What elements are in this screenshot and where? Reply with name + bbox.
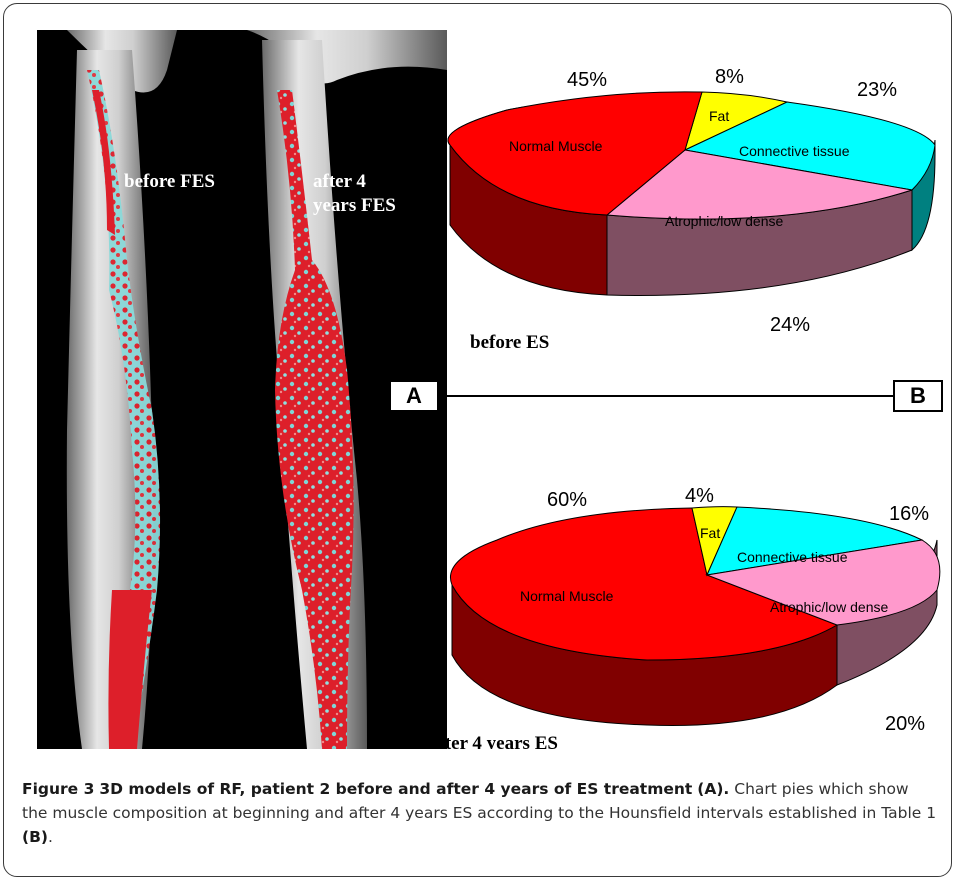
pie-before-slice-connective-tissue bbox=[683, 101, 936, 191]
pie-before-pct-connective: 23% bbox=[857, 79, 897, 101]
pie-after-label-connective: Connective tissue bbox=[737, 549, 848, 565]
figure-caption: Figure 3 3D models of RF, patient 2 befo… bbox=[22, 777, 937, 849]
pie-chart-after: Normal Muscle Fat Connective tissue Atro… bbox=[429, 485, 941, 754]
caption-end: . bbox=[47, 828, 53, 846]
caption-body-ref: (B) bbox=[22, 828, 48, 846]
pie-after-slice-normal-muscle bbox=[450, 507, 839, 661]
muscle-3d-render bbox=[66, 30, 447, 749]
pie-after-label-normal-muscle: Normal Muscle bbox=[520, 588, 614, 604]
pie-before-pct-normal-muscle: 45% bbox=[567, 69, 607, 91]
pie-before-slice-fat bbox=[684, 91, 789, 151]
muscle-before bbox=[87, 70, 161, 749]
panel-a-3d-models: before FES after 4 years FES bbox=[37, 30, 447, 749]
pie-after-pct-atrophic: 20% bbox=[885, 713, 925, 735]
caption-figure-label: Figure 3 bbox=[22, 780, 95, 798]
pie-after-pct-fat: 4% bbox=[685, 485, 714, 507]
label-after-fes: after 4 years FES bbox=[313, 171, 396, 216]
pie-after-title: after 4 years ES bbox=[447, 733, 558, 749]
pie-before-label-atrophic: Atrophic/low dense bbox=[665, 213, 784, 229]
pie-before-pct-atrophic: 24% bbox=[770, 314, 810, 336]
muscle-after bbox=[275, 90, 354, 749]
panel-b-pie-charts: Normal Muscle Fat Connective tissue Atro… bbox=[429, 30, 947, 754]
pie-before-label-fat: Fat bbox=[709, 108, 729, 124]
pie-chart-before: Normal Muscle Fat Connective tissue Atro… bbox=[447, 66, 936, 353]
pie-after-slice-atrophic bbox=[705, 539, 941, 626]
bone-left-shaft bbox=[66, 50, 154, 749]
pie-after-slice-connective-tissue bbox=[706, 506, 924, 576]
pie-before-slice-atrophic bbox=[605, 149, 913, 220]
pie-before-pct-fat: 8% bbox=[715, 66, 744, 88]
panel-connector-line bbox=[447, 395, 895, 397]
pie-before-title: before ES bbox=[470, 332, 549, 353]
panel-tag-b: B bbox=[893, 380, 943, 412]
pie-after-label-atrophic: Atrophic/low dense bbox=[770, 599, 889, 615]
pie-charts-svg: Normal Muscle Fat Connective tissue Atro… bbox=[429, 66, 941, 754]
pie-after-pct-connective: 16% bbox=[889, 503, 929, 525]
panel-tag-a: A bbox=[389, 380, 439, 412]
pie-before-label-connective: Connective tissue bbox=[739, 143, 850, 159]
pie-after-label-fat: Fat bbox=[700, 525, 720, 541]
caption-title-ref: (A). bbox=[697, 780, 730, 798]
pie-after-pct-normal-muscle: 60% bbox=[547, 489, 587, 511]
label-before-fes: before FES bbox=[124, 171, 215, 192]
caption-body: Chart pies which show the muscle composi… bbox=[22, 780, 937, 822]
caption-title: 3D models of RF, patient 2 before and af… bbox=[99, 780, 693, 798]
pie-before-label-normal-muscle: Normal Muscle bbox=[509, 138, 603, 154]
